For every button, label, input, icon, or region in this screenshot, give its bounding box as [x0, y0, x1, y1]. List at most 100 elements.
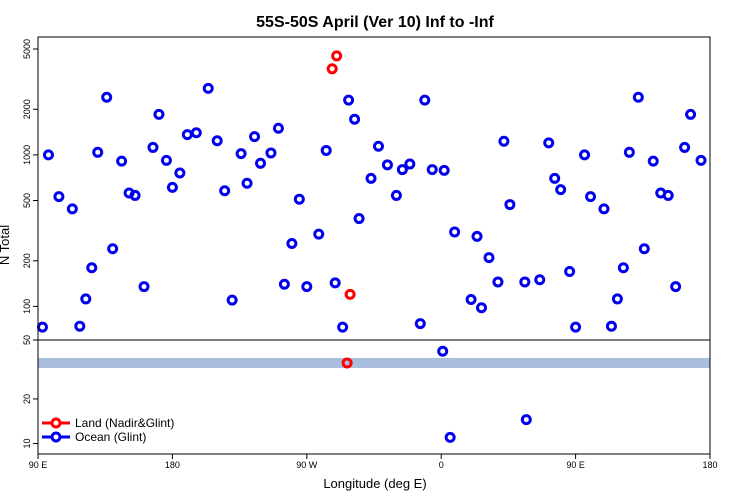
- point-ocean: [419, 94, 431, 106]
- point-ocean: [101, 91, 113, 103]
- point-ocean: [174, 167, 186, 179]
- point-ocean: [181, 129, 193, 141]
- x-tick-label: 90 E: [566, 460, 585, 470]
- point-ocean: [617, 262, 629, 274]
- point-ocean: [365, 172, 377, 184]
- y-lower-tick-label: 10: [22, 439, 32, 449]
- x-tick-label: 180: [702, 460, 717, 470]
- point-ocean: [255, 157, 267, 169]
- point-ocean: [476, 302, 488, 314]
- lower-band: [38, 357, 710, 368]
- point-ocean: [153, 108, 165, 120]
- point-ocean: [313, 228, 325, 240]
- point-ocean: [241, 177, 253, 189]
- point-ocean: [679, 141, 691, 153]
- point-ocean: [438, 164, 450, 176]
- y-main-tick-label: 2000: [22, 99, 32, 119]
- point-ocean: [293, 193, 305, 205]
- y-axis-label: N Total: [0, 225, 12, 265]
- legend-marker-land: [50, 417, 62, 429]
- point-ocean: [498, 135, 510, 147]
- point-ocean: [301, 281, 313, 293]
- legend-entry-ocean: Ocean (Glint): [42, 430, 146, 444]
- point-land: [326, 63, 338, 75]
- point-ocean: [598, 203, 610, 215]
- data-points: [36, 50, 707, 443]
- point-ocean: [337, 321, 349, 333]
- point-ocean: [226, 294, 238, 306]
- point-ocean: [685, 108, 697, 120]
- point-ocean: [381, 159, 393, 171]
- point-ocean: [53, 191, 65, 203]
- point-ocean: [483, 252, 495, 264]
- point-ocean: [504, 199, 516, 211]
- point-ocean: [632, 91, 644, 103]
- point-ocean: [426, 164, 438, 176]
- point-ocean: [86, 262, 98, 274]
- point-land: [344, 288, 356, 300]
- point-ocean: [138, 281, 150, 293]
- point-ocean: [465, 294, 477, 306]
- point-ocean: [349, 113, 361, 125]
- point-ocean: [564, 265, 576, 277]
- chart-title: 55S-50S April (Ver 10) Inf to -Inf: [256, 14, 494, 31]
- point-ocean: [605, 320, 617, 332]
- point-ocean: [42, 149, 54, 161]
- point-ocean: [211, 135, 223, 147]
- point-ocean: [414, 318, 426, 330]
- point-ocean: [390, 189, 402, 201]
- point-ocean: [190, 127, 202, 139]
- point-ocean: [662, 189, 674, 201]
- point-ocean: [329, 277, 341, 289]
- point-ocean: [74, 320, 86, 332]
- legend-entry-land: Land (Nadir&Glint): [42, 416, 174, 430]
- point-ocean: [160, 154, 172, 166]
- point-ocean: [36, 321, 48, 333]
- legend-label-land: Land (Nadir&Glint): [75, 416, 174, 430]
- lower-point-ocean: [520, 414, 532, 426]
- point-ocean: [129, 189, 141, 201]
- lower-point-ocean: [437, 345, 449, 357]
- legend-marker-ocean: [50, 431, 62, 443]
- y-main-tick-label: 5000: [22, 39, 32, 59]
- point-ocean: [396, 164, 408, 176]
- point-ocean: [147, 141, 159, 153]
- legend: Land (Nadir&Glint) Ocean (Glint): [42, 416, 174, 444]
- point-ocean: [670, 281, 682, 293]
- lower-panel-band-layer: [38, 357, 710, 368]
- point-ocean: [549, 172, 561, 184]
- point-ocean: [638, 243, 650, 255]
- point-ocean: [272, 122, 284, 134]
- point-ocean: [372, 140, 384, 152]
- axis-ticks: 90 E 180 90 W 0 90 E 180 100 200 500 1000 2000 5000…: [22, 39, 718, 470]
- point-ocean: [449, 226, 461, 238]
- y-main-tick-label: 1000: [22, 145, 32, 165]
- point-ocean: [647, 155, 659, 167]
- point-ocean: [92, 146, 104, 158]
- point-ocean: [492, 276, 504, 288]
- point-ocean: [623, 146, 635, 158]
- point-ocean: [235, 148, 247, 160]
- x-tick-label: 90 E: [29, 460, 48, 470]
- y-lower-tick-label: 50: [22, 335, 32, 345]
- y-main-tick-label: 500: [22, 193, 32, 208]
- point-ocean: [116, 155, 128, 167]
- plot-frame: [37, 36, 711, 455]
- point-ocean: [404, 158, 416, 170]
- point-ocean: [353, 213, 365, 225]
- point-ocean: [570, 321, 582, 333]
- point-ocean: [66, 203, 78, 215]
- point-ocean: [471, 230, 483, 242]
- point-ocean: [543, 137, 555, 149]
- point-ocean: [579, 149, 591, 161]
- point-ocean: [219, 185, 231, 197]
- point-ocean: [249, 131, 261, 143]
- point-ocean: [695, 154, 707, 166]
- point-ocean: [519, 276, 531, 288]
- point-ocean: [534, 274, 546, 286]
- point-ocean: [202, 82, 214, 94]
- point-ocean: [286, 238, 298, 250]
- point-ocean: [107, 243, 119, 255]
- point-ocean: [278, 278, 290, 290]
